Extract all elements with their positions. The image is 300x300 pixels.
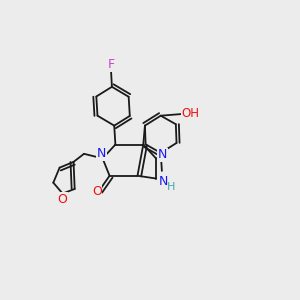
Text: O: O: [58, 193, 68, 206]
Text: O: O: [92, 185, 102, 198]
Text: H: H: [167, 182, 176, 192]
Text: F: F: [107, 58, 115, 71]
Text: OH: OH: [182, 107, 200, 120]
Text: N: N: [158, 176, 168, 188]
Text: N: N: [97, 147, 106, 160]
Text: N: N: [158, 148, 167, 161]
